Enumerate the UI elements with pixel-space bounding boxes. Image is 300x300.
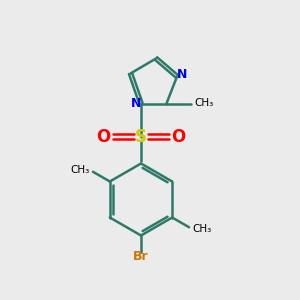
Text: CH₃: CH₃ xyxy=(70,165,89,175)
Text: N: N xyxy=(177,68,188,81)
Text: CH₃: CH₃ xyxy=(194,98,213,109)
Text: O: O xyxy=(171,128,186,146)
Text: N: N xyxy=(130,97,141,110)
Text: S: S xyxy=(135,128,147,146)
Text: Br: Br xyxy=(133,250,149,263)
Text: O: O xyxy=(96,128,111,146)
Text: CH₃: CH₃ xyxy=(193,224,212,234)
